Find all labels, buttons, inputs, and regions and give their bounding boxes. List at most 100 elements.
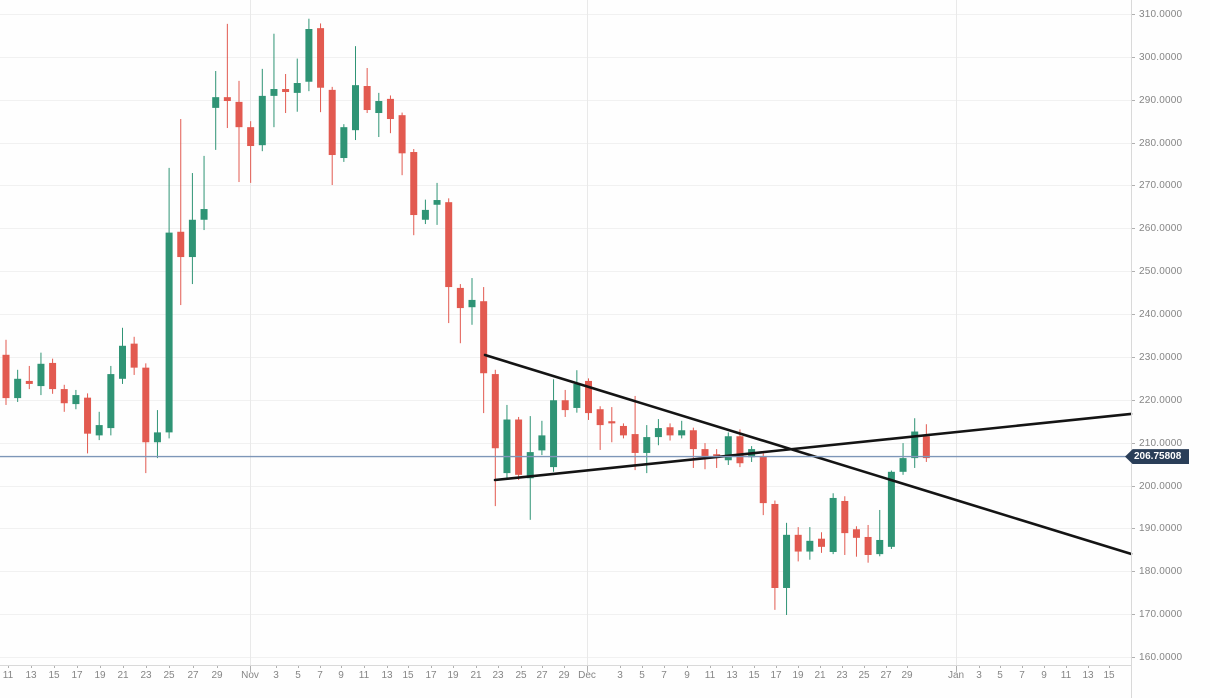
candle-body-down (142, 367, 150, 443)
descending-trendline[interactable] (483, 353, 1133, 556)
candle-body-down (130, 343, 138, 368)
candle-body-up (911, 431, 919, 459)
time-axis-label: 3 (976, 670, 982, 681)
candle (258, 68, 266, 152)
candle (643, 425, 651, 474)
time-axis-label: 11 (704, 670, 716, 681)
candle-body-up (293, 83, 301, 93)
candle (328, 86, 336, 186)
candle (282, 74, 290, 114)
candle-body-down (223, 97, 231, 102)
price-axis-label: 170.0000 (1139, 608, 1183, 620)
candle (876, 509, 884, 557)
candle (526, 416, 534, 520)
candle-body-up (305, 29, 313, 82)
time-axis-label: 21 (117, 670, 129, 681)
candle (212, 71, 220, 150)
time-axis-label: 27 (536, 670, 548, 681)
time-axis-label: 3 (273, 670, 279, 681)
time-axis-label: 15 (402, 670, 414, 681)
candle-body-down (247, 127, 255, 147)
price-axis-label: 190.0000 (1139, 522, 1183, 534)
candle-body-down (25, 380, 33, 384)
time-axis-label: 21 (470, 670, 482, 681)
candle (340, 124, 348, 162)
time-axis-label: 29 (901, 670, 913, 681)
candle (421, 199, 429, 225)
candle-wick (273, 33, 275, 128)
candle (666, 423, 674, 441)
candle-body-up (119, 345, 126, 379)
candle-body-up (724, 436, 732, 461)
price-axis-label: 250.0000 (1139, 265, 1183, 277)
candle (678, 420, 686, 439)
trendlines-layer[interactable] (483, 353, 1133, 556)
candle-body-up (165, 232, 173, 433)
candle (841, 496, 849, 555)
price-axis-label: 210.0000 (1139, 437, 1183, 449)
time-axis-label: 11 (358, 670, 370, 681)
candle-body-down (922, 436, 930, 459)
time-axis-label: 9 (684, 670, 690, 681)
candle-body-down (84, 397, 92, 434)
candle-body-up (258, 95, 266, 146)
candle-body-down (445, 202, 453, 288)
candle (794, 527, 802, 562)
candle (25, 365, 33, 390)
price-axis-label: 270.0000 (1139, 179, 1183, 191)
price-axis-label: 290.0000 (1139, 94, 1183, 106)
candle-body-down (561, 400, 569, 411)
time-axis-label: 11 (2, 670, 14, 681)
time-axis-label: 23 (140, 670, 152, 681)
time-axis-label: 23 (492, 670, 504, 681)
candle-body-up (340, 127, 348, 159)
candle (503, 404, 511, 480)
candle-body-down (585, 380, 592, 414)
time-axis-label: 17 (71, 670, 83, 681)
candle-body-up (270, 89, 278, 96)
candle (188, 173, 196, 285)
candle (119, 327, 126, 384)
candle (759, 452, 767, 516)
candle (84, 393, 92, 454)
ascending-trendline[interactable] (493, 412, 1133, 482)
candle (608, 407, 616, 443)
current-price-badge: 206.75808 (1125, 449, 1189, 465)
candle-body-up (503, 419, 511, 474)
candle-body-down (701, 449, 709, 456)
candle (445, 198, 453, 324)
candle (95, 411, 103, 441)
price-axis-label: 240.0000 (1139, 308, 1183, 320)
candle (49, 358, 57, 394)
candle (596, 406, 604, 450)
candle (818, 532, 825, 553)
candle (573, 370, 581, 413)
time-axis-label: 15 (48, 670, 60, 681)
candle-wick (879, 509, 881, 557)
candle-body-down (794, 534, 802, 552)
candle (72, 389, 80, 410)
time-axis-label: 5 (639, 670, 645, 681)
candle-body-up (200, 209, 208, 220)
time-axis-label: 27 (880, 670, 892, 681)
candle (14, 369, 22, 402)
candle (247, 121, 255, 183)
candle-wick (250, 121, 252, 183)
candle-body-up (37, 363, 45, 387)
time-axis-label: 5 (295, 670, 301, 681)
candle-body-down (841, 500, 849, 534)
time-axis-label: 29 (558, 670, 570, 681)
candle-body-up (643, 437, 651, 453)
candle (631, 395, 639, 471)
time-axis-label: 27 (187, 670, 199, 681)
candle (410, 149, 418, 236)
time-axis-label: 17 (425, 670, 437, 681)
candle (165, 167, 173, 439)
candle (352, 46, 359, 141)
candle-body-down (410, 152, 418, 216)
candle-wick (855, 526, 857, 557)
candle-body-up (212, 97, 220, 108)
candle-body-down (456, 287, 464, 309)
candle (829, 493, 837, 555)
